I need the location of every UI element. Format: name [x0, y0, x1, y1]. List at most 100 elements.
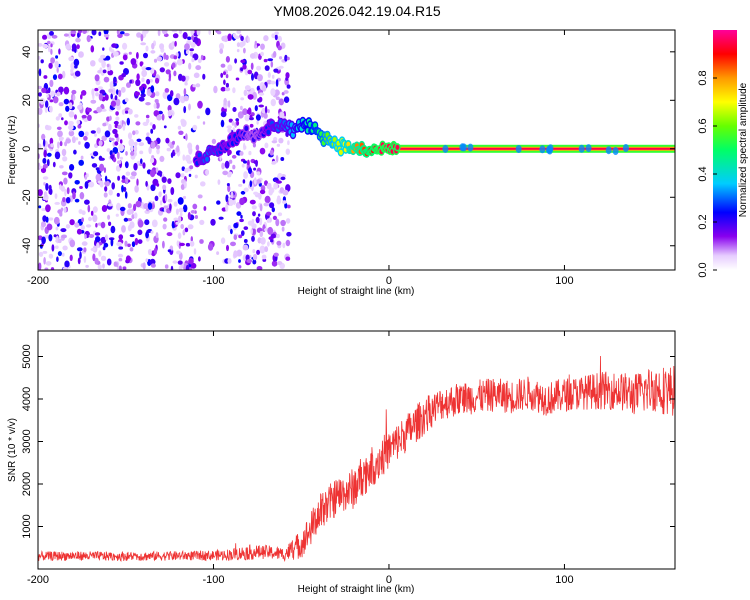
noise-mark [69, 125, 73, 132]
noise-mark [94, 232, 101, 236]
noise-mark [115, 213, 119, 217]
noise-mark [120, 86, 126, 93]
noise-mark [120, 31, 125, 35]
band-blob [539, 145, 546, 154]
noise-mark [63, 98, 70, 105]
noise-mark [159, 67, 165, 73]
noise-mark [198, 256, 201, 262]
noise-mark [125, 177, 129, 185]
noise-mark [96, 242, 100, 249]
noise-mark [68, 56, 74, 62]
noise-mark [91, 163, 98, 168]
noise-mark [144, 219, 150, 226]
noise-mark [183, 88, 187, 96]
noise-mark [43, 182, 46, 186]
noise-mark [121, 109, 125, 115]
noise-mark [41, 221, 46, 228]
noise-mark [49, 137, 54, 145]
noise-mark [136, 178, 139, 187]
noise-mark [153, 110, 160, 117]
noise-mark [51, 34, 58, 39]
noise-mark [124, 161, 129, 169]
noise-mark [102, 263, 105, 269]
noise-mark [104, 94, 109, 101]
noise-mark [83, 135, 88, 141]
noise-mark [286, 84, 291, 89]
noise-mark [258, 92, 265, 96]
noise-mark [155, 102, 160, 109]
noise-mark [39, 97, 45, 105]
noise-mark [155, 144, 161, 150]
noise-mark [133, 203, 137, 212]
noise-mark [254, 40, 257, 46]
noise-mark [226, 183, 230, 187]
noise-mark [103, 167, 107, 173]
colorbar: 0.0 0.2 0.4 0.6 0.8 Normalized spectral ampl… [697, 30, 749, 278]
noise-mark [280, 157, 285, 161]
noise-mark [121, 73, 127, 78]
noise-mark [255, 114, 261, 121]
noise-mark [115, 98, 121, 107]
noise-mark [190, 41, 196, 48]
noise-mark [178, 207, 184, 213]
noise-mark [149, 79, 153, 83]
noise-mark [110, 154, 115, 160]
noise-mark [61, 117, 64, 121]
noise-mark [57, 73, 63, 80]
noise-mark [167, 198, 173, 203]
noise-mark [50, 90, 55, 98]
noise-mark [41, 236, 46, 245]
noise-mark [162, 223, 167, 230]
noise-mark [98, 250, 102, 257]
noise-mark [104, 186, 108, 192]
noise-mark [49, 188, 53, 196]
noise-mark [260, 237, 266, 245]
noise-mark [57, 141, 60, 149]
noise-mark [103, 76, 110, 83]
noise-mark [49, 99, 54, 103]
noise-mark [175, 208, 179, 215]
noise-mark [63, 86, 70, 95]
noise-mark [68, 172, 73, 179]
noise-mark [38, 43, 43, 47]
noise-mark [76, 247, 83, 252]
noise-mark [74, 114, 77, 120]
noise-mark [140, 34, 144, 42]
noise-mark [80, 94, 83, 100]
noise-mark [114, 95, 118, 101]
noise-mark [256, 120, 259, 125]
colorbar-ticks: 0.0 0.2 0.4 0.6 0.8 [697, 70, 717, 278]
noise-mark [243, 47, 246, 54]
noise-mark [173, 97, 180, 106]
spectrogram-y-ticks: -40 -20 0 20 40 [21, 46, 675, 254]
noise-mark [77, 124, 82, 129]
noise-mark [88, 216, 92, 222]
noise-mark [90, 210, 94, 216]
noise-mark [279, 111, 285, 120]
noise-mark [119, 156, 124, 160]
noise-mark [140, 42, 147, 46]
noise-mark [194, 174, 198, 179]
noise-mark [157, 30, 161, 37]
noise-mark [173, 70, 177, 77]
noise-mark [152, 124, 156, 130]
noise-mark [139, 163, 144, 166]
noise-mark [278, 137, 284, 144]
noise-mark [223, 71, 226, 76]
noise-mark [180, 119, 187, 128]
noise-mark [236, 249, 243, 257]
noise-mark [190, 30, 194, 36]
noise-mark [185, 133, 188, 141]
noise-mark [172, 260, 178, 264]
noise-mark [81, 114, 87, 119]
noise-mark [187, 224, 194, 230]
noise-mark [182, 229, 186, 236]
noise-mark [238, 234, 243, 239]
noise-mark [38, 92, 42, 97]
noise-mark [232, 107, 237, 112]
noise-mark [270, 233, 276, 239]
noise-mark [86, 173, 89, 178]
y-tick-label: 3000 [21, 429, 33, 453]
noise-mark [216, 30, 222, 35]
